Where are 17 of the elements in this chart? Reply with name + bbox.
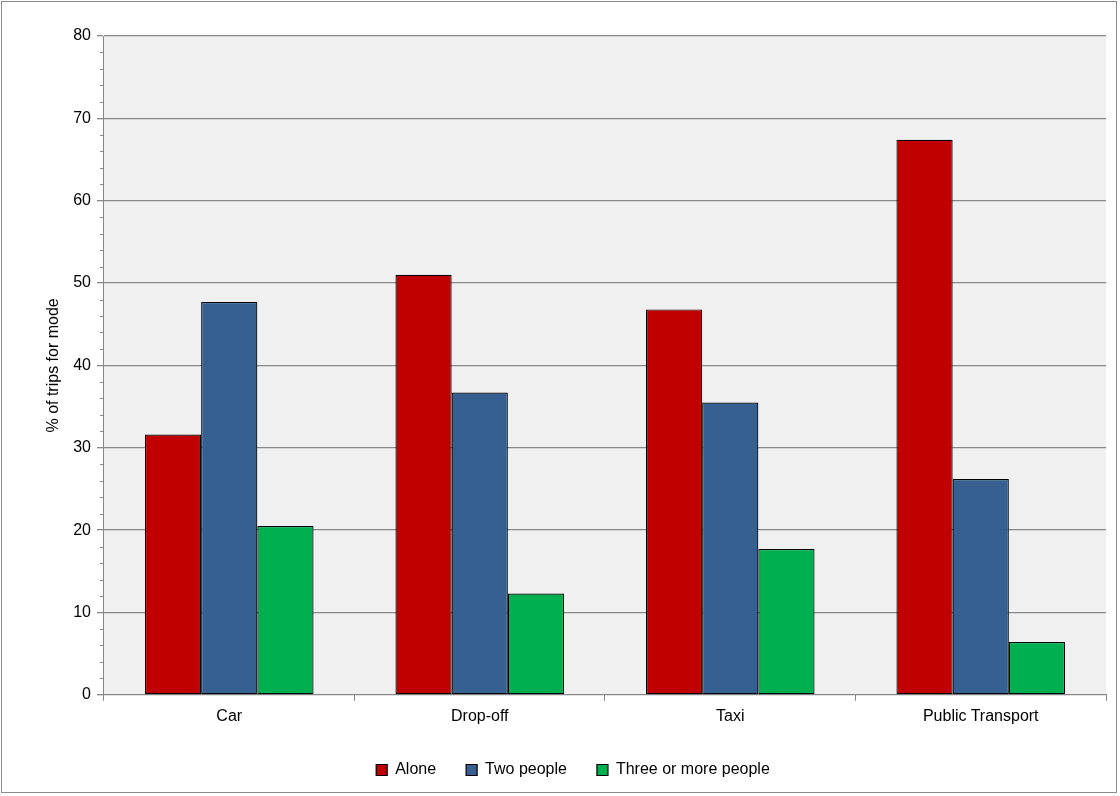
y-tick-label: 10: [73, 602, 92, 620]
y-tick-label: 0: [82, 685, 92, 703]
legend-label: Two people: [485, 760, 568, 778]
x-tick-label: Public Transport: [922, 706, 1040, 724]
y-tick-label: 80: [73, 26, 92, 44]
y-axis-title: % of trips for mode: [44, 298, 62, 433]
y-tick-label: 70: [73, 108, 92, 126]
legend-label: Alone: [395, 760, 437, 778]
y-tick-label: 20: [73, 520, 92, 538]
y-tick-label: 60: [73, 191, 92, 209]
legend-label: Three or more people: [615, 760, 770, 778]
x-tick-label: Drop-off: [450, 706, 510, 724]
y-tick-label: 40: [73, 355, 92, 373]
y-tick-label: 30: [73, 438, 92, 456]
x-tick-label: Car: [216, 706, 243, 724]
y-tick-label: 50: [73, 273, 92, 291]
x-tick-label: Taxi: [716, 706, 745, 724]
